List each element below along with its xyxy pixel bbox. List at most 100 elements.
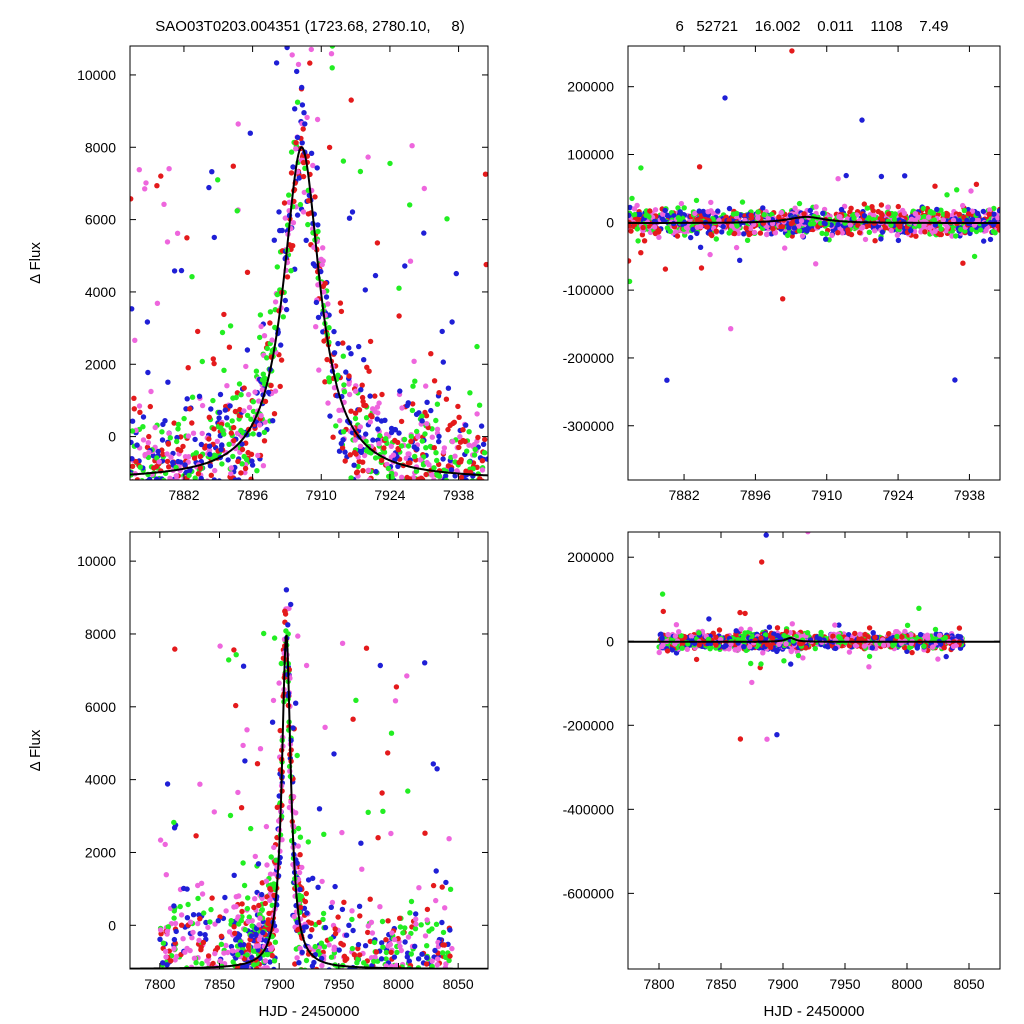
- data-point: [483, 261, 488, 268]
- data-point: [259, 377, 266, 383]
- data-point: [185, 515, 190, 520]
- data-point: [460, 427, 466, 433]
- data-point: [144, 319, 151, 325]
- data-point: [362, 287, 368, 293]
- data-point: [203, 482, 208, 487]
- x-tick-label: 7896: [237, 487, 268, 503]
- data-point: [719, 229, 725, 235]
- data-point: [651, 224, 658, 230]
- data-point: [406, 500, 411, 505]
- data-point: [248, 933, 255, 939]
- data-point: [439, 884, 445, 890]
- data-point: [308, 150, 315, 156]
- data-point: [215, 1014, 220, 1019]
- data-point: [209, 169, 215, 175]
- data-point: [156, 495, 161, 500]
- data-point: [166, 464, 172, 470]
- data-point: [259, 995, 264, 1000]
- data-point: [420, 986, 425, 991]
- data-point: [290, 6, 295, 11]
- data-point: [628, 212, 632, 218]
- data-point: [249, 918, 255, 924]
- data-point: [365, 929, 371, 936]
- data-point: [326, 144, 333, 151]
- data-point: [258, 985, 263, 990]
- data-point: [335, 372, 341, 378]
- data-point: [794, 218, 800, 224]
- data-point: [298, 967, 304, 969]
- data-point: [429, 975, 434, 980]
- data-point: [443, 396, 450, 402]
- data-point: [269, 952, 275, 959]
- data-point: [308, 46, 314, 53]
- data-point: [780, 296, 786, 302]
- data-point: [260, 966, 266, 969]
- data-point: [726, 205, 733, 212]
- data-point: [401, 436, 408, 443]
- data-point: [958, 226, 964, 233]
- data-point: [414, 504, 419, 509]
- data-point: [742, 610, 748, 617]
- data-point: [414, 446, 420, 452]
- data-point: [973, 181, 980, 187]
- data-point: [299, 84, 305, 91]
- data-point: [167, 435, 173, 441]
- data-point: [256, 902, 262, 909]
- data-point: [335, 914, 341, 920]
- data-point: [434, 497, 439, 502]
- data-point: [197, 916, 203, 922]
- data-point: [226, 493, 231, 498]
- data-point: [757, 230, 764, 236]
- data-point: [196, 937, 202, 943]
- data-point: [194, 977, 199, 982]
- data-point: [246, 986, 251, 991]
- data-point: [772, 230, 779, 236]
- data-point: [402, 939, 408, 945]
- data-point: [219, 1015, 224, 1020]
- data-point: [700, 208, 706, 215]
- data-point: [871, 212, 877, 219]
- data-point: [449, 535, 454, 540]
- data-point: [459, 539, 464, 544]
- data-point: [423, 484, 428, 489]
- data-point: [209, 487, 214, 492]
- data-point: [366, 994, 371, 999]
- data-point: [367, 393, 373, 399]
- data-point: [408, 1009, 413, 1014]
- data-point: [370, 985, 375, 990]
- data-point: [137, 488, 142, 493]
- data-point: [197, 982, 202, 987]
- data-point: [185, 989, 190, 994]
- data-point: [866, 215, 872, 221]
- data-point: [171, 511, 176, 516]
- data-point: [210, 960, 216, 967]
- data-point: [290, 220, 297, 226]
- data-point: [307, 60, 313, 66]
- data-point: [242, 927, 248, 933]
- data-point: [693, 656, 700, 663]
- data-point: [309, 971, 314, 976]
- data-point: [449, 438, 456, 445]
- data-point: [175, 971, 180, 976]
- data-point: [422, 830, 428, 836]
- data-point: [843, 172, 849, 179]
- data-point: [388, 830, 394, 837]
- data-point: [253, 997, 258, 1002]
- data-point: [239, 997, 244, 1002]
- y-tick-label: 0: [108, 917, 116, 933]
- data-point: [448, 454, 454, 461]
- data-point: [322, 724, 328, 730]
- data-point: [353, 697, 359, 703]
- data-point: [431, 445, 437, 451]
- data-point: [325, 301, 331, 307]
- data-point: [358, 387, 364, 393]
- data-point: [433, 484, 438, 489]
- data-point: [174, 481, 179, 486]
- data-point: [271, 844, 277, 851]
- data-point: [285, 622, 291, 628]
- data-point: [199, 402, 206, 409]
- data-point: [206, 414, 212, 420]
- data-point: [249, 458, 255, 464]
- data-point: [363, 431, 369, 437]
- data-point: [299, 102, 306, 108]
